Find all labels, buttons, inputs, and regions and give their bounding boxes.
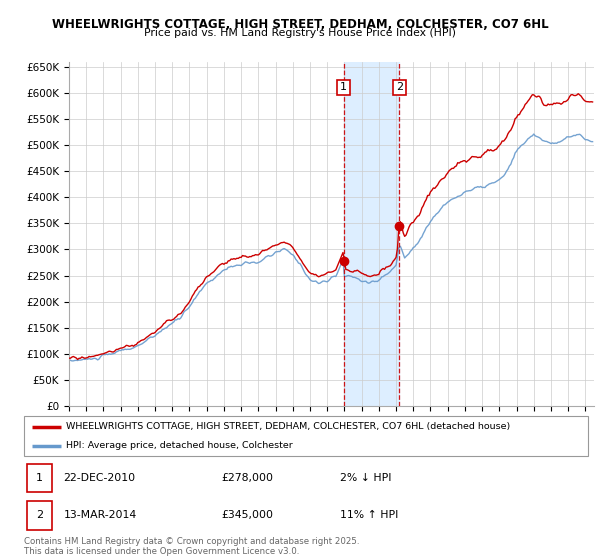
Text: 2: 2 — [36, 511, 43, 520]
Bar — [344, 62, 400, 406]
Bar — [27, 501, 52, 530]
Text: Contains HM Land Registry data © Crown copyright and database right 2025.
This d: Contains HM Land Registry data © Crown c… — [24, 537, 359, 557]
Text: £278,000: £278,000 — [221, 473, 274, 483]
Text: WHEELWRIGHTS COTTAGE, HIGH STREET, DEDHAM, COLCHESTER, CO7 6HL: WHEELWRIGHTS COTTAGE, HIGH STREET, DEDHA… — [52, 18, 548, 31]
Text: £345,000: £345,000 — [221, 511, 274, 520]
Bar — [27, 464, 52, 492]
Text: 2: 2 — [396, 82, 403, 92]
Text: 22-DEC-2010: 22-DEC-2010 — [64, 473, 136, 483]
Text: Price paid vs. HM Land Registry's House Price Index (HPI): Price paid vs. HM Land Registry's House … — [144, 28, 456, 38]
Text: 11% ↑ HPI: 11% ↑ HPI — [340, 511, 398, 520]
Text: 13-MAR-2014: 13-MAR-2014 — [64, 511, 137, 520]
Text: HPI: Average price, detached house, Colchester: HPI: Average price, detached house, Colc… — [66, 441, 293, 450]
Text: 1: 1 — [36, 473, 43, 483]
Text: 1: 1 — [340, 82, 347, 92]
Text: 2% ↓ HPI: 2% ↓ HPI — [340, 473, 391, 483]
Text: WHEELWRIGHTS COTTAGE, HIGH STREET, DEDHAM, COLCHESTER, CO7 6HL (detached house): WHEELWRIGHTS COTTAGE, HIGH STREET, DEDHA… — [66, 422, 511, 431]
